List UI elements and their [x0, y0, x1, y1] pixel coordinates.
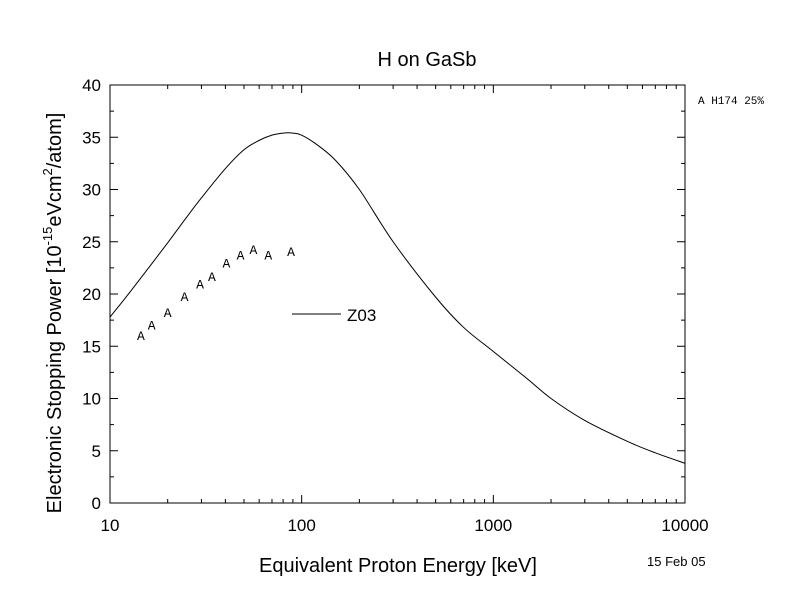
y-tick-label: 10 — [82, 390, 101, 409]
data-point-a: A — [196, 278, 204, 293]
legend: Z03 — [292, 306, 376, 325]
x-axis-label: Equivalent Proton Energy [keV] — [259, 555, 537, 577]
data-point-a: A — [137, 329, 145, 344]
chart-title: H on GaSb — [378, 49, 477, 71]
legend-label-z03: Z03 — [347, 306, 376, 325]
y-tick-label: 25 — [82, 233, 101, 252]
y-label-exp2: 2 — [40, 168, 55, 175]
y-label-post: /atom] — [44, 113, 66, 169]
y-tick-label: 40 — [82, 76, 101, 95]
y-label-mid: eVcm — [44, 175, 66, 226]
x-tick-label: 1000 — [474, 516, 512, 535]
y-axis-label: Electronic Stopping Power [10-15eVcm2/at… — [40, 113, 66, 514]
y-tick-label: 35 — [82, 128, 101, 147]
x-tick-label: 10000 — [661, 516, 708, 535]
plot-frame — [109, 84, 686, 504]
x-tick-label: 100 — [287, 516, 315, 535]
y-tick-label: 30 — [82, 181, 101, 200]
data-point-a: A — [249, 243, 257, 258]
series-line-z03 — [109, 132, 686, 464]
x-tick-label: 10 — [101, 516, 120, 535]
y-tick-label: 20 — [82, 285, 101, 304]
data-point-a: A — [287, 245, 295, 260]
data-point-a: A — [181, 290, 189, 305]
y-label-pre: Electronic Stopping Power [10 — [44, 245, 66, 513]
data-point-a: A — [223, 257, 231, 272]
y-axis-ticks: 0 5 10 15 20 25 30 35 40 — [82, 76, 685, 513]
y-tick-label: 15 — [82, 337, 101, 356]
data-point-a: A — [264, 248, 272, 263]
data-point-a: A — [164, 306, 172, 321]
data-point-a: A — [237, 248, 245, 263]
date-annotation: 15 Feb 05 — [647, 554, 706, 569]
x-axis-ticks: 10 100 1000 10000 — [101, 85, 709, 535]
data-point-a: A — [148, 318, 156, 333]
y-tick-label: 0 — [92, 494, 101, 513]
data-point-a: A — [208, 270, 216, 285]
y-label-exp1: -15 — [40, 227, 55, 246]
y-tick-label: 5 — [92, 442, 101, 461]
reference-annotation: A H174 25% — [698, 96, 764, 108]
